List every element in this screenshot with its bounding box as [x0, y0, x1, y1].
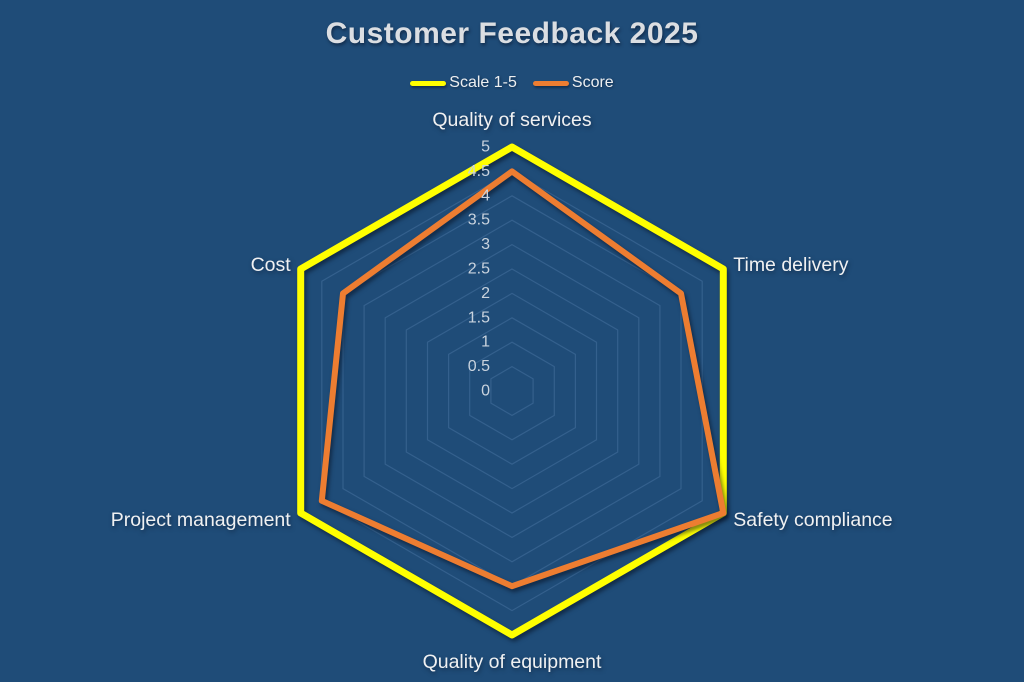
tick-label-1.5: 1.5: [468, 309, 490, 326]
grid-ring: [469, 341, 555, 441]
axis-label-cost: Cost: [251, 254, 292, 276]
tick-label-3: 3: [481, 236, 490, 253]
legend-item-scale[interactable]: Scale 1-5: [410, 74, 517, 92]
axis-label-safety-compliance: Safety compliance: [733, 509, 892, 531]
axis-label-quality-of-equipment: Quality of equipment: [423, 651, 602, 673]
legend-swatch-scale-icon: [410, 80, 447, 86]
grid-ring: [405, 268, 619, 514]
tick-label-4.5: 4.5: [468, 163, 490, 180]
series-score[interactable]: [318, 168, 727, 590]
legend: Scale 1-5 Score: [0, 74, 1024, 92]
axis-label-project-management: Project management: [111, 509, 292, 531]
tick-label-2.5: 2.5: [468, 261, 490, 278]
tick-label-5: 5: [481, 139, 490, 156]
grid-ring: [490, 365, 534, 417]
grid-ring: [448, 317, 577, 465]
tick-label-0: 0: [481, 383, 490, 400]
chart-title: Customer Feedback 2025: [325, 17, 699, 50]
tick-label-3.5: 3.5: [468, 212, 490, 229]
tick-label-0.5: 0.5: [468, 358, 490, 375]
axis-label-time-delivery: Time delivery: [733, 254, 848, 276]
legend-label-score: Score: [571, 74, 614, 91]
legend-item-score[interactable]: Score: [532, 74, 614, 92]
tick-label-4: 4: [481, 187, 490, 204]
grid-ring: [384, 243, 640, 539]
axis-label-quality-of-services: Quality of services: [432, 109, 592, 131]
grid-ring: [321, 170, 703, 612]
legend-swatch-score-icon: [532, 80, 569, 86]
series-scale-1-5[interactable]: [297, 143, 727, 639]
grid-ring: [363, 219, 661, 563]
tick-label-2: 2: [481, 285, 490, 302]
legend-label-scale: Scale 1-5: [449, 74, 517, 91]
tick-label-1: 1: [481, 334, 490, 351]
grid-ring: [426, 292, 598, 490]
